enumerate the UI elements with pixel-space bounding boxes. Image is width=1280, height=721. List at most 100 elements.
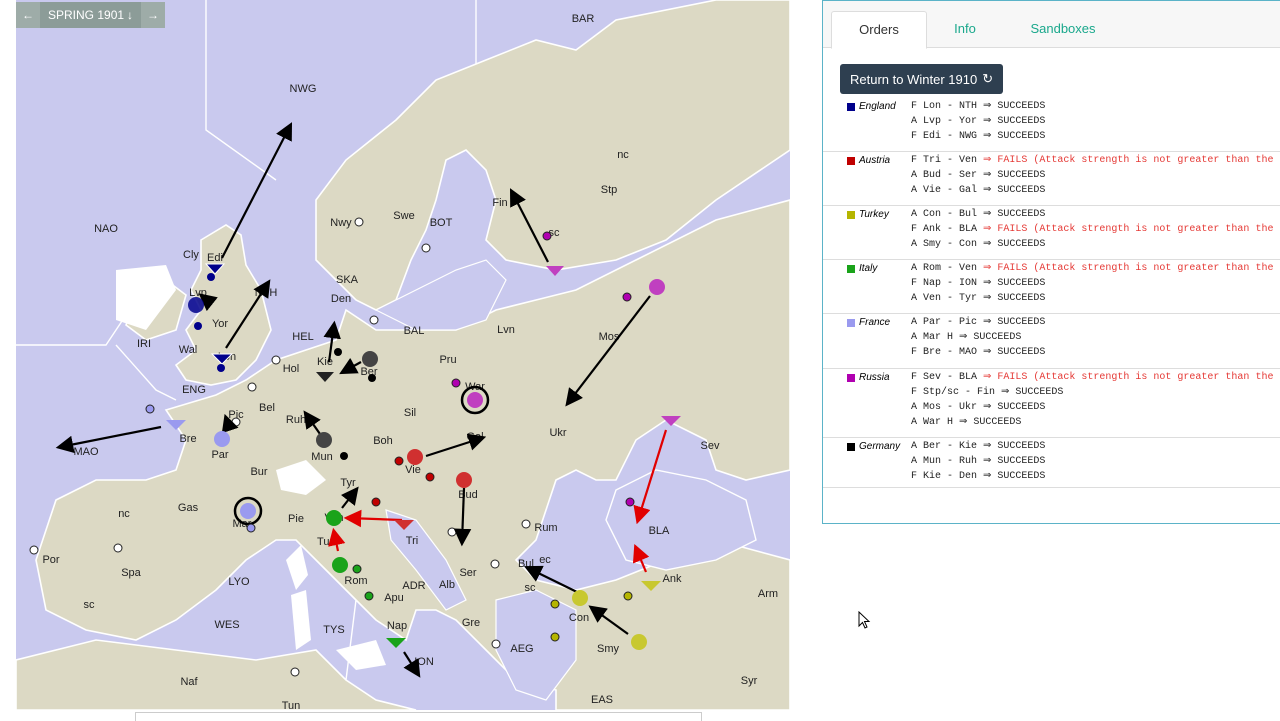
tab-info[interactable]: Info [954,21,976,36]
order-line: A Mar H ⇒ SUCCEEDS [911,332,1022,343]
province-label-sc1: sc [549,227,561,239]
alps-snow [276,460,326,495]
province-label-hel: HEL [292,331,313,343]
province-label-smy: Smy [597,643,620,655]
power-block-russia: Russia F Sev - BLA ⇒ FAILS (Attack streng… [823,368,1280,438]
tab-orders[interactable]: Orders [831,11,927,49]
province-label-lvn: Lvn [497,324,515,336]
province-label-tyr: Tyr [340,477,356,489]
province-label-den: Den [331,293,351,305]
province-label-tus: Tus [317,536,335,548]
sicily [336,640,386,670]
order-fail-text: ⇒ FAILS (Attack strength is not greater … [983,263,1280,274]
power-name: Germany [847,441,900,452]
land-africa [16,639,417,710]
province-label-ruh: Ruh [286,414,306,426]
ireland-white [116,265,176,330]
province-label-arm: Arm [758,588,778,600]
province-label-vie: Vie [405,464,421,476]
power-name-label: Austria [859,155,891,166]
order-line: A Mos - Ukr ⇒ SUCCEEDS [911,402,1046,413]
power-name-label: Russia [859,372,890,383]
province-label-sc2: sc [84,599,96,611]
province-label-eng: ENG [182,384,206,396]
order-fail-text: ⇒ FAILS (Attack strength is not greater … [983,372,1280,383]
order-line: F Kie - Den ⇒ SUCCEEDS [911,471,1046,482]
province-label-par: Par [211,449,228,461]
province-label-bre: Bre [179,433,196,445]
orders-panel: Orders Info Sandboxes Return to Winter 1… [822,0,1280,524]
tab-sandboxes[interactable]: Sandboxes [1030,21,1096,36]
phase-label: SPRING 1901 [48,8,125,22]
province-label-sc3: sc [525,582,537,594]
province-label-bal: BAL [404,325,425,337]
province-label-por: Por [42,554,59,566]
province-label-naf: Naf [180,676,198,688]
order-line: A Rom - Ven ⇒ FAILS (Attack strength is … [911,261,1280,276]
sardinia [291,590,311,650]
baltic-sea [374,259,507,331]
province-label-nwg: NWG [290,83,317,95]
arrow-down-icon: ↓ [127,8,134,22]
power-name-label: France [859,317,891,328]
order-line: F Nap - ION ⇒ SUCCEEDS [911,278,1046,289]
power-name: Austria [847,155,890,166]
province-label-nc2: nc [118,508,130,520]
province-label-yor: Yor [212,318,228,330]
diplomacy-map[interactable]: NWGBARNAOClyEdiLvpNTHYorIRIWalLonENGMAOB… [16,0,790,710]
order-line: A Con - Bul ⇒ SUCCEEDS [911,209,1046,220]
order-line: A Lvp - Yor ⇒ SUCCEEDS [911,116,1046,127]
power-name-label: Germany [859,441,901,452]
tab-bar: Orders Info Sandboxes [823,1,1280,49]
aegean-sea [495,589,577,701]
province-label-bla: BLA [649,525,670,537]
province-label-alb: Alb [439,579,455,591]
power-block-germany: Germany A Ber - Kie ⇒ SUCCEEDS A Mun - Ruh… [823,437,1280,488]
order-line: F Stp/sc - Fin ⇒ SUCCEEDS [911,387,1064,398]
bottom-strip [135,712,702,721]
province-label-tri: Tri [406,535,418,547]
order-fail-text: ⇒ FAILS (Attack strength is not greater … [983,155,1280,166]
province-label-pie: Pie [288,513,304,525]
map-svg[interactable]: NWGBARNAOClyEdiLvpNTHYorIRIWalLonENGMAOB… [16,0,790,710]
corsica [286,545,308,590]
province-label-iri: IRI [137,338,151,350]
province-label-syr: Syr [741,675,758,687]
province-label-ukr: Ukr [549,427,566,439]
province-label-nap: Nap [387,620,407,632]
return-to-phase-button[interactable]: Return to Winter 1910 ↻ [840,64,1004,94]
order-line: A Vie - Gal ⇒ SUCCEEDS [911,185,1046,196]
next-phase-button[interactable]: → [141,2,166,28]
power-block-italy: Italy A Rom - Ven ⇒ FAILS (Attack strengt… [823,259,1280,314]
province-label-spa: Spa [121,567,141,579]
phase-selector[interactable]: SPRING 1901 ↓ [40,2,142,28]
refresh-icon: ↻ [982,71,994,86]
order-line: F Ank - BLA ⇒ FAILS (Attack strength is … [911,222,1280,237]
order-line: F Lon - NTH ⇒ SUCCEEDS [911,101,1046,112]
province-label-pru: Pru [439,354,456,366]
province-label-tun: Tun [282,700,301,710]
province-label-mos: Mos [599,331,620,343]
power-block-turkey: Turkey A Con - Bul ⇒ SUCCEEDS F Ank - BLA … [823,205,1280,260]
province-label-nc1: nc [617,149,629,161]
phase-navigator: ← SPRING 1901 ↓ → [16,2,166,28]
province-label-bul: Bul [518,558,534,570]
power-name-label: England [859,101,896,112]
power-name: France [847,317,890,328]
power-color-swatch [847,264,855,273]
province-label-eas: EAS [591,694,613,706]
previous-phase-button[interactable]: ← [16,2,40,28]
power-name: Turkey [847,209,889,220]
province-label-ser: Ser [459,567,476,579]
order-line: A Ven - Tyr ⇒ SUCCEEDS [911,293,1046,304]
order-line: A Bud - Ser ⇒ SUCCEEDS [911,170,1046,181]
province-label-wes: WES [214,619,239,631]
province-label-ec: ec [539,554,551,566]
mouse-cursor-icon [858,611,871,629]
province-label-nao: NAO [94,223,118,235]
province-label-lyo: LYO [228,576,250,588]
province-label-tys: TYS [323,624,344,636]
units [145,231,681,650]
province-label-bel: Bel [259,402,275,414]
province-label-rom: Rom [344,575,367,587]
